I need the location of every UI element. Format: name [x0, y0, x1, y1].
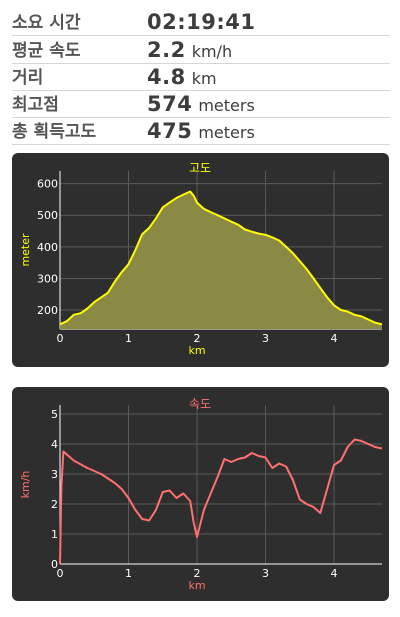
stat-value-max-altitude: 574 meters [147, 92, 255, 116]
stat-label-distance: 거리 [12, 68, 44, 88]
altitude-y-tick-label: 200 [37, 304, 58, 317]
speed-x-tick-label: 4 [331, 567, 338, 580]
max-altitude-unit: meters [198, 96, 255, 115]
altitude-x-tick-label: 1 [125, 332, 132, 345]
stat-value-duration: 02:19:41 [147, 10, 255, 34]
altitude-y-tick-label: 500 [37, 209, 58, 222]
speed-x-tick-label: 1 [125, 567, 132, 580]
stat-value-avg-speed: 2.2 km/h [147, 38, 232, 62]
stat-row-max-altitude: 최고점 574 meters [12, 90, 390, 118]
speed-x-tick-label: 2 [194, 567, 201, 580]
altitude-x-tick-label: 2 [194, 332, 201, 345]
speed-chart-panel: 0 1 2 3 4 0 1 2 3 4 5 속도 km km/h [12, 387, 389, 601]
stat-row-avg-speed: 평균 속도 2.2 km/h [12, 36, 390, 64]
avg-speed-value: 2.2 [147, 38, 186, 62]
speed-series-line [59, 438, 383, 565]
speed-y-tick-label: 5 [51, 408, 58, 421]
altitude-chart: 0 1 2 3 4 200 300 400 500 600 고도 km meter [19, 161, 383, 357]
altitude-y-tick-label: 300 [37, 272, 58, 285]
altitude-y-tick-label: 600 [37, 178, 58, 191]
altitude-area-fill [60, 191, 382, 329]
altitude-series-line [59, 190, 383, 326]
speed-y-tick-label: 3 [51, 468, 58, 481]
stat-label-elevation-gain: 총 획득고도 [12, 122, 97, 142]
max-altitude-value: 574 [147, 92, 193, 116]
stat-value-elevation-gain: 475 meters [147, 119, 255, 143]
speed-y-axis-label: km/h [19, 471, 32, 499]
speed-y-tick-label: 0 [51, 558, 58, 571]
altitude-y-tick-label: 400 [37, 241, 58, 254]
altitude-x-tick-label: 0 [57, 332, 64, 345]
elevation-gain-unit: meters [198, 123, 255, 142]
elevation-gain-value: 475 [147, 119, 193, 143]
altitude-x-tick-label: 3 [262, 332, 269, 345]
speed-x-tick-label: 0 [57, 567, 64, 580]
stat-row-elevation-gain: 총 획득고도 475 meters [12, 117, 390, 145]
duration-value: 02:19:41 [147, 10, 256, 34]
altitude-title: 고도 [189, 161, 211, 175]
stat-label-max-altitude: 최고점 [12, 95, 59, 115]
stat-row-duration: 소요 시간 02:19:41 [12, 8, 390, 36]
altitude-x-axis-label: km [188, 344, 205, 357]
altitude-chart-panel: 0 1 2 3 4 200 300 400 500 600 고도 km meter [12, 153, 389, 367]
stat-row-distance: 거리 4.8 km [12, 63, 390, 91]
speed-title: 속도 [189, 397, 211, 411]
speed-chart: 0 1 2 3 4 0 1 2 3 4 5 속도 km km/h [19, 397, 383, 592]
speed-y-tick-label: 4 [51, 438, 58, 451]
distance-unit: km [191, 69, 217, 88]
stat-label-duration: 소요 시간 [12, 13, 81, 33]
speed-x-axis-label: km [188, 579, 205, 592]
distance-value: 4.8 [147, 65, 186, 89]
speed-x-tick-label: 3 [262, 567, 269, 580]
altitude-y-axis-label: meter [19, 233, 32, 267]
speed-y-tick-label: 2 [51, 498, 58, 511]
speed-y-tick-label: 1 [51, 528, 58, 541]
stat-value-distance: 4.8 km [147, 65, 217, 89]
stat-label-avg-speed: 평균 속도 [12, 41, 81, 61]
altitude-x-tick-label: 4 [331, 332, 338, 345]
avg-speed-unit: km/h [191, 42, 233, 61]
